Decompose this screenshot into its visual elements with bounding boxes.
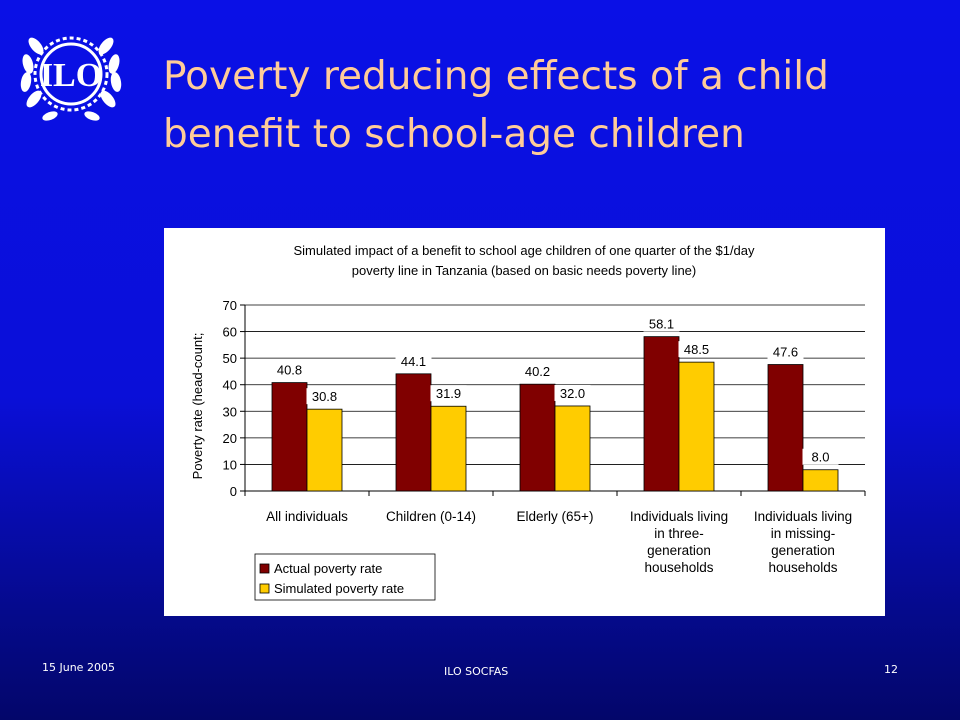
data-label-bg — [802, 448, 839, 465]
data-label-simulated: 30.8 — [312, 389, 337, 404]
page-number: 12 — [884, 663, 898, 676]
data-label-bg — [767, 343, 804, 360]
slide-title: Poverty reducing effects of a child bene… — [163, 54, 829, 157]
legend-label-simulated: Simulated poverty rate — [274, 581, 404, 596]
y-tick-label: 30 — [223, 404, 237, 419]
data-label-actual: 40.2 — [525, 364, 550, 379]
legend-box — [254, 553, 436, 601]
footer-date: 15 June 2005 — [42, 661, 115, 674]
x-category-label: households — [644, 560, 713, 575]
x-category-label: Individuals living — [630, 509, 728, 524]
chart-panel: Simulated impact of a benefit to school … — [164, 228, 885, 616]
x-category-label: Individuals living — [754, 509, 852, 524]
x-category-label: All individuals — [266, 509, 348, 524]
x-category-label: in three- — [654, 526, 704, 541]
x-category-label: Children (0-14) — [386, 509, 476, 524]
data-label-simulated: 32.0 — [560, 386, 585, 401]
data-label-actual: 47.6 — [773, 345, 798, 360]
y-tick-label: 20 — [223, 431, 237, 446]
legend-label-actual: Actual poverty rate — [274, 561, 382, 576]
bar-actual — [395, 373, 432, 492]
bar-simulated — [678, 361, 715, 492]
y-tick-label: 40 — [223, 378, 237, 393]
ilo-logo: ILO — [20, 36, 122, 121]
data-label-bg — [519, 363, 556, 380]
data-label-bg — [554, 384, 591, 401]
data-label-simulated: 8.0 — [811, 450, 829, 465]
data-label-bg — [678, 341, 715, 358]
data-label-bg — [643, 315, 680, 332]
legend-swatch-simulated — [259, 583, 270, 594]
chart-title-line-1: Simulated impact of a benefit to school … — [293, 243, 755, 258]
x-category-label: generation — [647, 543, 711, 558]
x-category-label: generation — [771, 543, 835, 558]
x-category-label: in missing- — [771, 526, 836, 541]
x-category-label: households — [768, 560, 837, 575]
bar-chart: Simulated impact of a benefit to school … — [190, 243, 866, 601]
data-label-bg — [306, 388, 343, 405]
footer-center-text: ILO SOCFAS — [444, 665, 509, 678]
data-label-actual: 58.1 — [649, 317, 674, 332]
bar-simulated — [306, 408, 343, 492]
y-axis-label: Poverty rate (head-count; — [190, 333, 205, 480]
data-label-bg — [271, 361, 308, 378]
y-tick-label: 50 — [223, 351, 237, 366]
data-label-simulated: 48.5 — [684, 342, 709, 357]
bar-actual — [643, 336, 680, 492]
data-label-bg — [395, 352, 432, 369]
y-tick-label: 70 — [223, 298, 237, 313]
data-label-simulated: 31.9 — [436, 386, 461, 401]
chart-title-line-2: poverty line in Tanzania (based on basic… — [352, 263, 696, 278]
bar-actual — [271, 382, 308, 492]
data-label-bg — [430, 385, 467, 402]
legend-swatch-actual — [259, 563, 270, 574]
svg-text:ILO: ILO — [40, 57, 102, 94]
data-label-actual: 44.1 — [401, 354, 426, 369]
bar-simulated — [430, 405, 467, 492]
y-tick-label: 60 — [223, 325, 237, 340]
bar-actual — [767, 364, 804, 492]
x-category-label: Elderly (65+) — [517, 509, 594, 524]
y-tick-label: 10 — [223, 457, 237, 472]
data-label-actual: 40.8 — [277, 363, 302, 378]
bar-simulated — [554, 405, 591, 492]
y-tick-label: 0 — [230, 484, 237, 499]
bar-simulated — [802, 469, 839, 492]
bar-actual — [519, 383, 556, 492]
